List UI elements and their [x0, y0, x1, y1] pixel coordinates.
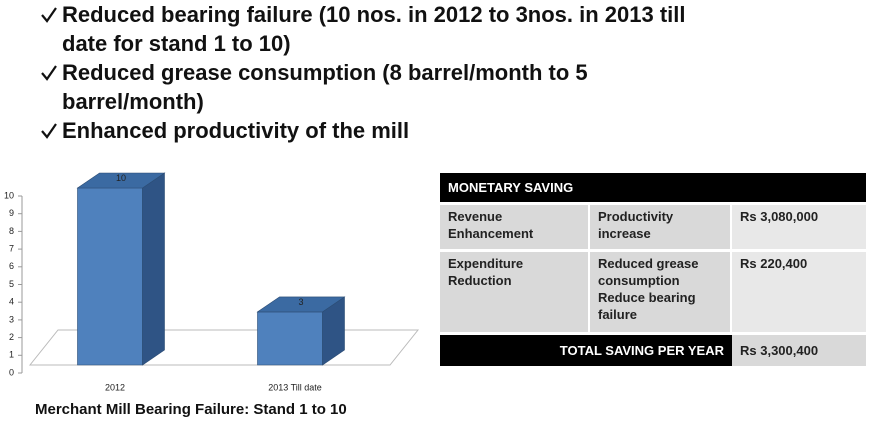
- cell-line: Productivity increase: [598, 209, 674, 241]
- x-tick-label: 2012: [105, 382, 125, 392]
- total-value: Rs 3,300,400: [732, 335, 866, 366]
- bullet-text: Reduced grease consumption (8 barrel/mon…: [62, 60, 588, 114]
- check-icon: [41, 123, 57, 139]
- table-row: Expenditure Reduction Reduced grease cons…: [440, 252, 866, 332]
- cell: Rs 3,080,000: [732, 205, 866, 249]
- chart-title: Merchant Mill Bearing Failure: Stand 1 t…: [35, 401, 347, 418]
- bar-face: [256, 296, 346, 313]
- cell-line: Reduced grease consumption: [598, 256, 699, 288]
- bar-face: [77, 187, 143, 366]
- x-tick-label: 2013 Till date: [268, 382, 322, 392]
- saving-table: MONETARY SAVING Revenue Enhancement Produc…: [440, 170, 866, 369]
- bar-face: [142, 172, 165, 366]
- header-row: MONETARY SAVING: [440, 173, 866, 202]
- value-label: 10: [116, 173, 126, 183]
- bullet: Enhanced productivity of the mill: [40, 116, 730, 145]
- cell: Productivity increase: [590, 205, 732, 249]
- cell: Reduced grease consumption Reduce bearing…: [590, 252, 732, 332]
- bullet: Reduced bearing failure (10 nos. in 2012…: [40, 0, 730, 58]
- bar-face: [76, 172, 166, 189]
- total-label: TOTAL SAVING PER YEAR: [440, 335, 732, 366]
- chart: 0 1 2 3 4 5 6 7 8 9 10 2012 10 2013 Till date 3: [4, 172, 420, 392]
- y-tick-label: 0: [9, 367, 14, 377]
- check-icon: [41, 7, 57, 23]
- cell: Expenditure Reduction: [440, 252, 590, 332]
- bullet-text: Reduced bearing failure (10 nos. in 2012…: [62, 2, 686, 56]
- y-tick-label: 6: [9, 261, 14, 271]
- bar: [256, 296, 346, 366]
- y-tick-label: 4: [9, 297, 14, 307]
- value-label: 3: [298, 297, 303, 307]
- check-icon: [41, 65, 57, 81]
- bullet: Reduced grease consumption (8 barrel/mon…: [40, 58, 730, 116]
- y-tick-label: 8: [9, 226, 14, 236]
- y-tick-label: 3: [9, 314, 14, 324]
- y-tick-label: 10: [4, 190, 14, 200]
- bullet-list: Reduced bearing failure (10 nos. in 2012…: [40, 0, 730, 145]
- cell-line: Reduce bearing failure: [598, 290, 696, 322]
- y-tick-label: 9: [9, 208, 14, 218]
- bullet-text: Enhanced productivity of the mill: [62, 118, 410, 143]
- total-row: TOTAL SAVING PER YEAR Rs 3,300,400: [440, 335, 866, 366]
- y-tick-label: 2: [9, 332, 14, 342]
- bar-face: [257, 311, 323, 366]
- y-tick-label: 5: [9, 279, 14, 289]
- table-title: MONETARY SAVING: [440, 173, 866, 202]
- y-tick-label: 1: [9, 350, 14, 360]
- cell: Revenue Enhancement: [440, 205, 590, 249]
- table-row: Revenue Enhancement Productivity increase…: [440, 205, 866, 249]
- cell: Rs 220,400: [732, 252, 866, 332]
- bar: [76, 172, 166, 366]
- y-tick-label: 7: [9, 243, 14, 253]
